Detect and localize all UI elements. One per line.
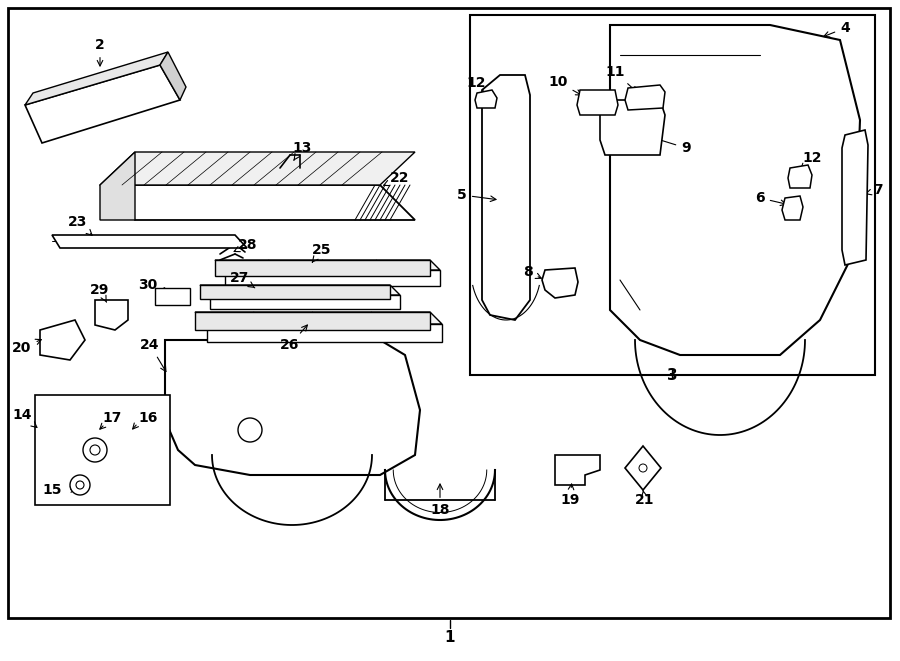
Text: 11: 11 bbox=[605, 65, 637, 93]
Text: 23: 23 bbox=[68, 215, 92, 235]
Polygon shape bbox=[625, 85, 665, 110]
Bar bbox=[35, 395, 170, 505]
Text: 5: 5 bbox=[457, 188, 496, 202]
Polygon shape bbox=[100, 152, 135, 220]
Polygon shape bbox=[155, 288, 190, 305]
Polygon shape bbox=[542, 268, 578, 298]
Text: 18: 18 bbox=[430, 484, 450, 517]
Circle shape bbox=[83, 438, 107, 462]
Text: 10: 10 bbox=[548, 75, 581, 95]
Text: 9: 9 bbox=[632, 130, 691, 155]
Circle shape bbox=[70, 475, 90, 495]
Polygon shape bbox=[782, 196, 803, 220]
Text: 2: 2 bbox=[95, 38, 105, 66]
Text: 26: 26 bbox=[280, 325, 308, 352]
Polygon shape bbox=[625, 446, 661, 490]
Text: 17: 17 bbox=[103, 411, 122, 425]
Polygon shape bbox=[482, 75, 530, 320]
Polygon shape bbox=[610, 25, 860, 355]
Polygon shape bbox=[475, 90, 497, 108]
Text: 15: 15 bbox=[42, 483, 62, 497]
Text: 12: 12 bbox=[800, 151, 822, 170]
Text: 4: 4 bbox=[824, 21, 850, 37]
Polygon shape bbox=[100, 185, 415, 220]
Bar bbox=[470, 15, 875, 375]
Text: 3: 3 bbox=[667, 368, 678, 383]
Text: 24: 24 bbox=[140, 338, 166, 371]
Text: 7: 7 bbox=[866, 183, 883, 197]
Circle shape bbox=[238, 418, 262, 442]
Polygon shape bbox=[215, 260, 430, 276]
Polygon shape bbox=[160, 52, 186, 100]
Polygon shape bbox=[40, 320, 85, 360]
Polygon shape bbox=[200, 285, 390, 299]
Text: 28: 28 bbox=[234, 238, 257, 252]
Text: 27: 27 bbox=[230, 271, 255, 288]
Polygon shape bbox=[788, 165, 812, 188]
Polygon shape bbox=[225, 270, 440, 286]
Polygon shape bbox=[52, 235, 247, 248]
Polygon shape bbox=[195, 312, 442, 324]
Text: 16: 16 bbox=[139, 411, 158, 425]
Text: 1: 1 bbox=[445, 631, 455, 646]
Circle shape bbox=[639, 464, 647, 472]
Text: 20: 20 bbox=[13, 339, 41, 355]
Polygon shape bbox=[25, 52, 168, 105]
Text: 6: 6 bbox=[755, 191, 786, 206]
Circle shape bbox=[90, 445, 100, 455]
Text: 13: 13 bbox=[292, 141, 311, 160]
Polygon shape bbox=[200, 285, 400, 295]
Polygon shape bbox=[95, 300, 128, 330]
Text: 14: 14 bbox=[13, 408, 37, 428]
Text: 25: 25 bbox=[312, 243, 332, 262]
Polygon shape bbox=[215, 260, 440, 270]
Text: 30: 30 bbox=[139, 278, 158, 292]
Text: 21: 21 bbox=[635, 490, 655, 507]
Polygon shape bbox=[25, 65, 180, 143]
Text: 29: 29 bbox=[90, 283, 110, 302]
Polygon shape bbox=[600, 100, 665, 155]
Polygon shape bbox=[207, 324, 442, 342]
Polygon shape bbox=[100, 152, 415, 185]
Polygon shape bbox=[195, 312, 430, 330]
Text: 22: 22 bbox=[383, 171, 410, 186]
Polygon shape bbox=[577, 90, 618, 115]
Polygon shape bbox=[210, 295, 400, 309]
Circle shape bbox=[76, 481, 84, 489]
Polygon shape bbox=[842, 130, 868, 265]
Text: 19: 19 bbox=[561, 484, 580, 507]
Text: 8: 8 bbox=[523, 265, 542, 279]
Polygon shape bbox=[555, 455, 600, 485]
Polygon shape bbox=[165, 340, 420, 475]
Text: 12: 12 bbox=[466, 76, 486, 96]
